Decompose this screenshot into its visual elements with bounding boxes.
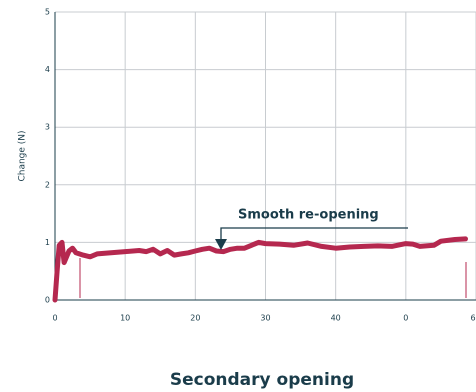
data-line — [52, 236, 468, 303]
x-tick-label: 20 — [190, 314, 200, 323]
annotation-arrow — [220, 227, 408, 240]
y-tick-label: 5 — [45, 8, 50, 17]
y-tick-label: 2 — [45, 180, 50, 189]
y-axis-label: Change (N) — [18, 130, 28, 181]
x-tick-label: 30 — [260, 314, 270, 323]
plot-area: 0 1 2 3 4 5 0 10 20 30 40 0 6 — [45, 8, 476, 323]
arrow-head — [215, 239, 227, 250]
y-tick-label: 4 — [45, 65, 50, 74]
x-tick-label: 10 — [120, 314, 130, 323]
y-tick-label: 0 — [45, 296, 50, 305]
annotation: Smooth re-opening — [238, 208, 379, 223]
x-tick-label: 40 — [331, 314, 341, 323]
x-tick-label: 0 — [403, 314, 408, 323]
y-tick-label: 1 — [45, 238, 50, 247]
x-tick-label: 0 — [52, 314, 57, 323]
y-tick-label: 3 — [45, 123, 50, 132]
chart-title: Secondary opening — [170, 370, 354, 390]
x-tick-label: 6 — [470, 314, 475, 323]
